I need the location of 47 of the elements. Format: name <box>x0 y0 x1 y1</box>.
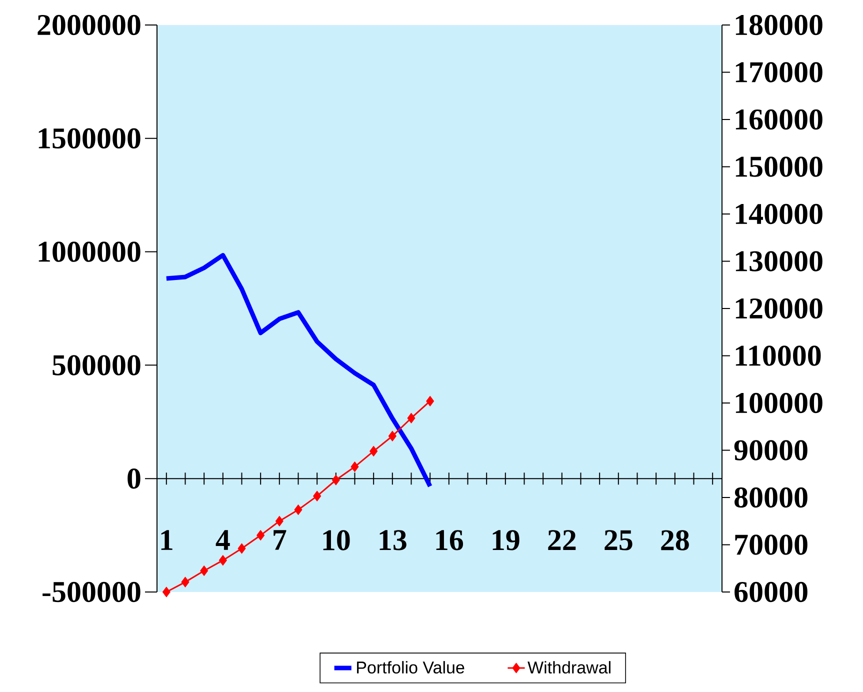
x-tick-label: 19 <box>492 530 520 550</box>
y2-tick-label: 180000 <box>736 14 822 36</box>
y2-tick-label: 160000 <box>736 109 822 130</box>
line-series <box>164 252 432 489</box>
point <box>350 462 359 472</box>
y2-tick-label: 90000 <box>734 440 808 460</box>
point <box>294 504 302 516</box>
point <box>332 474 340 486</box>
x-tick-label: 1 <box>161 530 172 550</box>
x-tick-label: 28 <box>661 530 689 550</box>
x-tick-label: 7 <box>274 530 286 550</box>
y2-tick-label: 150000 <box>736 156 822 177</box>
point <box>238 543 246 554</box>
point <box>275 516 284 526</box>
point <box>426 396 434 406</box>
x-tick-label: 13 <box>380 530 406 550</box>
legend-label: Portfolio Value <box>357 661 464 674</box>
point <box>388 430 396 442</box>
y2-tick-label: 130000 <box>736 251 822 272</box>
x-tick-label: 22 <box>548 530 576 550</box>
y2-tick-label: 170000 <box>736 62 822 82</box>
y2-tick-label: 60000 <box>734 582 808 602</box>
point <box>407 412 416 424</box>
y-tick-label: 1500000 <box>38 128 140 149</box>
x-tick-label: 10 <box>323 530 350 550</box>
y2-tick-label: 110000 <box>736 346 821 366</box>
y-tick-label: 0 <box>128 468 140 489</box>
y-tick-label: -500000 <box>42 582 140 602</box>
y2-tick-label: 140000 <box>736 204 822 224</box>
y-tick-label: 2000000 <box>38 14 140 36</box>
point <box>256 530 265 541</box>
point <box>218 555 227 566</box>
x-tick-label: 4 <box>216 530 230 550</box>
y2-tick-label: 80000 <box>734 487 808 508</box>
y-tick-label: 1000000 <box>38 242 140 262</box>
x-tick-label: 16 <box>436 530 464 550</box>
y2-tick-label: 70000 <box>735 534 808 555</box>
point <box>313 490 322 502</box>
y2-tick-label: 120000 <box>736 298 822 319</box>
y2-tick-label: 100000 <box>736 392 822 414</box>
point <box>162 586 170 598</box>
point <box>181 576 190 588</box>
legend-label: Withdrawal <box>528 661 610 674</box>
y-tick-label: 500000 <box>52 355 140 376</box>
x-tick-label: 25 <box>604 530 632 550</box>
point <box>200 565 208 576</box>
point <box>370 446 378 456</box>
